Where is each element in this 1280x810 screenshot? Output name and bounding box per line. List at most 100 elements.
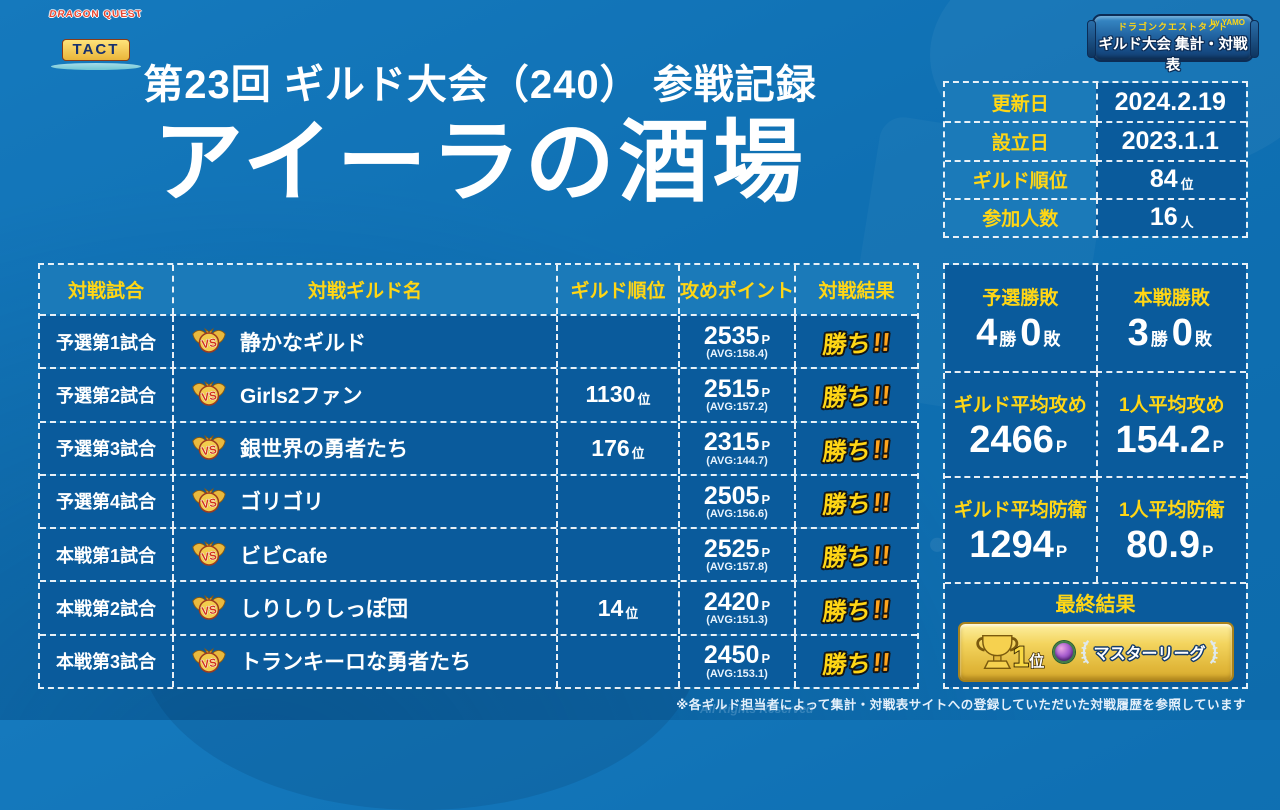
match-label: 本戦第2試合 — [55, 599, 156, 620]
points-unit: P — [761, 651, 771, 667]
info-value: 2024.2.19 — [1114, 87, 1226, 116]
table-row: 予選第2試合 VS Girls2ファン 1130 位 2515 P (AVG:157… — [40, 367, 917, 421]
column-header: 攻めポイント — [680, 281, 795, 302]
laurel-right-icon — [1209, 640, 1218, 665]
trophy-icon: 1 位 — [976, 635, 1046, 674]
points-unit: P — [761, 385, 771, 401]
match-result-win: 勝ち!! — [821, 486, 892, 520]
attack-points-average: (AVG:156.6) — [706, 507, 768, 520]
stat-cell-person-avg-defense: 1人平均防衛 80.9 P — [1095, 476, 1246, 582]
page-title-guild-name: アイーラの酒場 — [153, 113, 807, 213]
stat-cell-person-avg-attack: 1人平均攻め 154.2 P — [1095, 370, 1246, 476]
stat-value: 0 — [1171, 312, 1193, 355]
opponent-rank: 14 — [597, 594, 624, 621]
guild-info-table: 更新日 2024.2.19 設立日 2023.1.1 ギルド順位 84 位 参加人… — [943, 81, 1248, 238]
stat-value: 2466 — [969, 418, 1054, 461]
match-results-table: 対戦試合 対戦ギルド名 ギルド順位 攻めポイント 対戦結果 予選第1試合 VS … — [38, 263, 919, 689]
match-label: 予選第3試合 — [55, 439, 156, 460]
dq-tact-logo: DRAGON QUEST TACT — [26, 9, 166, 70]
attack-points: 2535 — [703, 321, 760, 350]
match-result-win: 勝ち!! — [821, 646, 892, 679]
title-block: 第23回 ギルド大会（240） 参戦記録 アイーラの酒場 — [0, 0, 960, 211]
match-label: 本戦第3試合 — [55, 652, 156, 673]
table-header-row: 対戦試合 対戦ギルド名 ギルド順位 攻めポイント 対戦結果 — [40, 265, 917, 314]
stat-value: 3 — [1127, 312, 1149, 355]
attack-points-average: (AVG:157.8) — [706, 561, 768, 574]
column-header: 対戦結果 — [818, 281, 895, 302]
svg-text:1: 1 — [1013, 642, 1029, 674]
final-result-banner: 1 位 マスターリーグ — [957, 622, 1234, 683]
opponent-guild-name: 静かなギルド — [240, 331, 366, 355]
info-unit: 人 — [1180, 215, 1194, 231]
info-label: 参加人数 — [982, 209, 1059, 231]
attack-points-average: (AVG:153.1) — [706, 667, 768, 680]
match-result-win: 勝ち!! — [821, 593, 892, 626]
svg-text:VS: VS — [201, 337, 218, 351]
final-result-label: 最終結果 — [1055, 594, 1136, 617]
table-row: 予選第3試合 VS 銀世界の勇者たち 176 位 2315 P (AVG:144.7… — [40, 420, 917, 474]
svg-text:VS: VS — [201, 444, 218, 458]
table-row: 本戦第3試合 VS トランキーロな勇者たち 2450 P (AVG:153.1) … — [40, 633, 917, 687]
vs-icon: VS — [190, 380, 228, 409]
opponent-rank: 176 — [591, 434, 630, 461]
tournament-subtitle: 第23回 ギルド大会（240） 参戦記録 — [143, 63, 817, 107]
table-row: 予選第1試合 VS 静かなギルド 2535 P (AVG:158.4) 勝ち!! — [40, 314, 917, 368]
attack-points: 2420 — [703, 588, 760, 617]
banner-credit: by YAMO — [1210, 18, 1245, 27]
rank-unit: 位 — [637, 392, 651, 408]
vs-icon: VS — [190, 594, 228, 623]
logo-game-title-text: TACT — [61, 39, 131, 61]
attack-points: 2515 — [703, 375, 760, 404]
table-row: 予選第4試合 VS ゴリゴリ 2505 P (AVG:156.6) 勝ち!! — [40, 473, 917, 528]
attack-points: 2450 — [703, 641, 760, 670]
banner-game-name: ドラゴンクエストタクト — [1117, 22, 1228, 32]
banner-tool-name: ギルド大会 集計・対戦表 — [1098, 36, 1248, 74]
svg-text:VS: VS — [201, 497, 218, 511]
opponent-rank: 1130 — [585, 381, 636, 408]
info-value: 84 — [1149, 165, 1178, 194]
match-result-win: 勝ち!! — [821, 326, 892, 360]
info-value: 2023.1.1 — [1121, 126, 1219, 155]
league-name: マスターリーグ — [1093, 646, 1206, 664]
stat-value: 1294 — [969, 524, 1054, 567]
info-value: 16 — [1149, 203, 1178, 232]
opponent-guild-name: トランキーロな勇者たち — [240, 651, 471, 675]
match-label: 予選第4試合 — [55, 492, 156, 513]
table-row: 本戦第1試合 VS ビビCafe 2525 P (AVG:157.8) 勝ち!! — [40, 527, 917, 581]
match-result-win: 勝ち!! — [821, 433, 892, 466]
attack-points: 2525 — [703, 534, 760, 563]
vs-icon: VS — [190, 434, 228, 463]
attack-points-average: (AVG:151.3) — [706, 614, 768, 627]
attack-points: 2315 — [703, 428, 760, 457]
laurel-left-icon — [1081, 640, 1090, 665]
stat-cell-guild-avg-attack: ギルド平均攻め 2466 P — [945, 370, 1096, 476]
attack-points: 2505 — [703, 481, 760, 510]
attack-points-average: (AVG:144.7) — [706, 454, 768, 467]
tool-banner: ドラゴンクエストタクト ギルド大会 集計・対戦表 by YAMO — [1087, 14, 1259, 74]
match-label: 予選第2試合 — [55, 385, 156, 406]
match-label: 予選第1試合 — [55, 332, 156, 353]
info-label: 設立日 — [991, 132, 1049, 154]
attack-points-average: (AVG:157.2) — [706, 401, 768, 414]
match-result-win: 勝ち!! — [821, 380, 892, 413]
vs-icon: VS — [190, 647, 228, 676]
stat-value: 0 — [1020, 312, 1042, 355]
points-unit: P — [761, 438, 771, 454]
rank-unit: 位 — [631, 445, 645, 461]
stat-value: 154.2 — [1115, 418, 1211, 461]
opponent-guild-name: ビビCafe — [240, 544, 328, 568]
stat-cell-guild-avg-defense: ギルド平均防衛 1294 P — [945, 476, 1096, 582]
opponent-guild-name: しりしりしっぽ団 — [240, 598, 408, 622]
points-unit: P — [761, 598, 771, 614]
rank-unit: 位 — [625, 605, 639, 621]
points-unit: P — [761, 544, 771, 560]
opponent-guild-name: Girls2ファン — [240, 384, 363, 408]
stat-value: 80.9 — [1126, 524, 1201, 567]
svg-text:VS: VS — [201, 550, 218, 564]
svg-text:VS: VS — [201, 391, 218, 405]
attack-points-average: (AVG:158.4) — [706, 347, 768, 360]
column-header: 対戦ギルド名 — [307, 281, 422, 302]
points-unit: P — [761, 331, 771, 347]
